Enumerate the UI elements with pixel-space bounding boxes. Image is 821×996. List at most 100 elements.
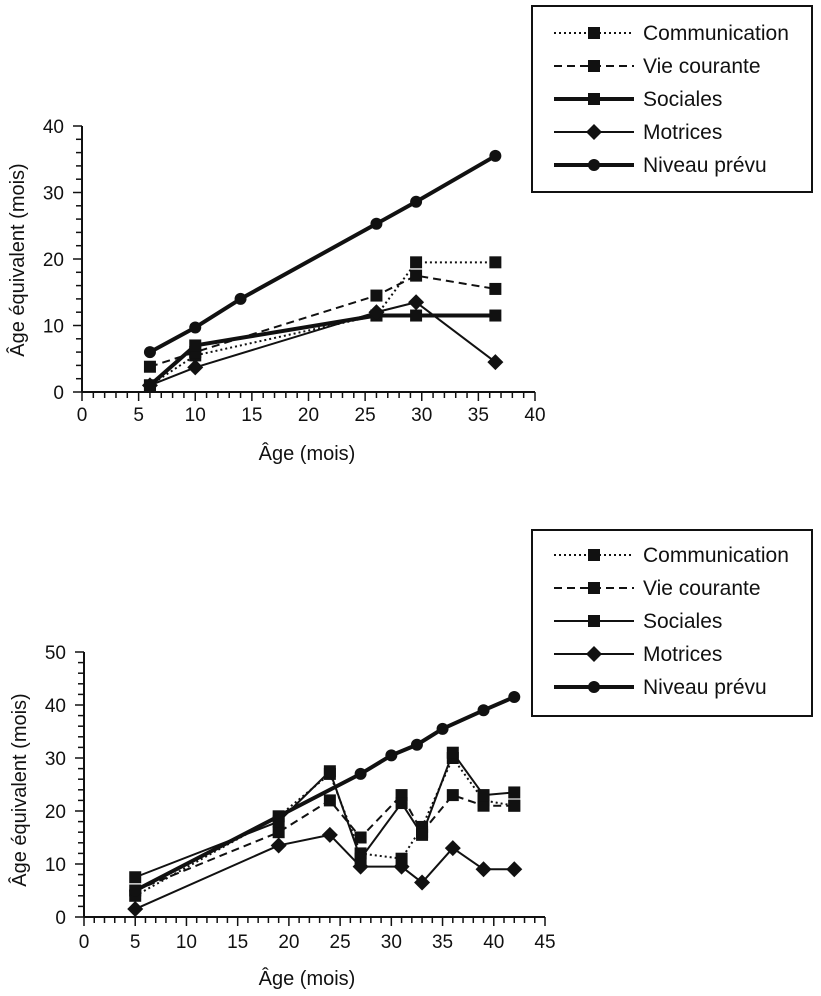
legend-swatch-marker xyxy=(588,582,600,594)
legend-label: Sociales xyxy=(643,88,722,111)
legend: Communication Vie courante Sociales Motrice… xyxy=(531,5,813,193)
x-tick-label: 5 xyxy=(130,932,141,953)
y-tick-label: 40 xyxy=(43,117,64,138)
x-tick-label: 15 xyxy=(241,405,262,426)
legend-item: Motrices xyxy=(554,643,722,666)
data-point xyxy=(385,749,398,762)
data-point xyxy=(321,826,338,843)
data-point xyxy=(410,738,423,751)
legend-item: Sociales xyxy=(554,610,722,633)
x-tick-label: 25 xyxy=(355,405,376,426)
legend-item: Niveau prévu xyxy=(554,676,767,699)
data-point xyxy=(368,304,385,321)
legend-swatch-marker xyxy=(586,124,602,140)
y-tick-label: 30 xyxy=(43,184,64,205)
legend: Communication Vie courante Sociales Motrice… xyxy=(531,529,813,717)
legend-item: Communication xyxy=(554,544,789,567)
data-point xyxy=(444,840,461,857)
legend-item: Communication xyxy=(554,22,789,45)
data-point xyxy=(129,871,142,884)
data-point xyxy=(477,704,490,717)
series-line xyxy=(134,757,515,897)
data-point xyxy=(506,861,523,878)
chart-top: 0 5 10 15 20 25 30 35 40 0 10 20 30 40 Âge (mois) Âge é… xyxy=(6,5,813,465)
x-tick-label: 20 xyxy=(278,932,299,953)
data-point xyxy=(189,339,202,352)
data-point xyxy=(489,309,502,322)
legend-item: Vie courante xyxy=(554,577,761,600)
x-tick-label: 40 xyxy=(483,932,504,953)
y-axis-label: Âge équivalent (mois) xyxy=(8,693,31,886)
x-tick-label: 20 xyxy=(298,405,319,426)
y-tick-label: 40 xyxy=(45,696,66,717)
data-point xyxy=(475,861,492,878)
data-point xyxy=(395,797,408,810)
legend-item: Sociales xyxy=(554,88,722,111)
data-point xyxy=(354,831,367,844)
series-motrices xyxy=(141,294,504,394)
x-tick-label: 10 xyxy=(185,405,206,426)
data-point xyxy=(436,722,449,735)
series-motrices xyxy=(127,826,523,918)
legend-label: Communication xyxy=(643,22,789,45)
data-point xyxy=(323,765,336,778)
x-tick-label: 10 xyxy=(176,932,197,953)
data-point xyxy=(270,837,287,854)
data-point xyxy=(323,794,336,807)
x-tick-label: 30 xyxy=(381,932,402,953)
data-point xyxy=(370,217,383,230)
data-point xyxy=(508,691,521,704)
data-point xyxy=(352,858,369,875)
series-vie-courante xyxy=(143,269,502,373)
legend-swatch-marker xyxy=(588,60,600,72)
data-point xyxy=(354,767,367,780)
legend-item: Motrices xyxy=(554,121,722,144)
data-point xyxy=(410,195,423,208)
data-point xyxy=(446,789,459,802)
x-tick-label: 35 xyxy=(468,405,489,426)
data-point xyxy=(489,256,502,269)
data-point xyxy=(410,269,423,282)
data-point xyxy=(508,786,521,799)
series-sociales xyxy=(143,309,502,392)
series-niveau-pr-vu xyxy=(143,149,502,359)
y-axis-label: Âge équivalent (mois) xyxy=(6,163,29,356)
x-tick-label: 35 xyxy=(432,932,453,953)
data-point xyxy=(189,321,202,334)
legend-label: Motrices xyxy=(643,121,722,144)
legend-label: Vie courante xyxy=(643,577,761,600)
series-niveau-pr-vu xyxy=(129,691,521,897)
data-point xyxy=(370,289,383,302)
data-point xyxy=(489,149,502,162)
legend-item: Vie courante xyxy=(554,55,761,78)
legend-label: Niveau prévu xyxy=(643,154,767,177)
data-point xyxy=(477,799,490,812)
data-point xyxy=(487,354,504,371)
y-tick-label: 20 xyxy=(45,802,66,823)
legend-label: Vie courante xyxy=(643,55,761,78)
x-axis-label: Âge (mois) xyxy=(259,967,356,990)
data-point xyxy=(416,828,429,841)
series-line xyxy=(134,794,515,892)
legend-swatch-marker xyxy=(588,93,600,105)
legend-swatch-marker xyxy=(588,549,600,561)
x-axis-label: Âge (mois) xyxy=(259,442,356,465)
x-tick-label: 45 xyxy=(534,932,555,953)
y-tick-label: 0 xyxy=(53,383,64,404)
data-point xyxy=(408,294,425,311)
legend-swatch-marker xyxy=(588,27,600,39)
data-point xyxy=(143,360,156,373)
x-tick-label: 5 xyxy=(133,405,144,426)
data-point xyxy=(414,874,431,891)
y-tick-label: 20 xyxy=(43,250,64,271)
data-point xyxy=(477,789,490,802)
data-point xyxy=(508,799,521,812)
legend-swatch-marker xyxy=(586,646,602,662)
chart-bottom: 0 5 10 15 20 25 30 35 40 45 0 10 20 30 40 50 Âge (mois) Â… xyxy=(8,529,813,990)
x-tick-label: 30 xyxy=(411,405,432,426)
data-point xyxy=(141,377,158,394)
x-tick-label: 40 xyxy=(524,405,545,426)
legend-label: Niveau prévu xyxy=(643,676,767,699)
y-tick-label: 10 xyxy=(43,317,64,338)
